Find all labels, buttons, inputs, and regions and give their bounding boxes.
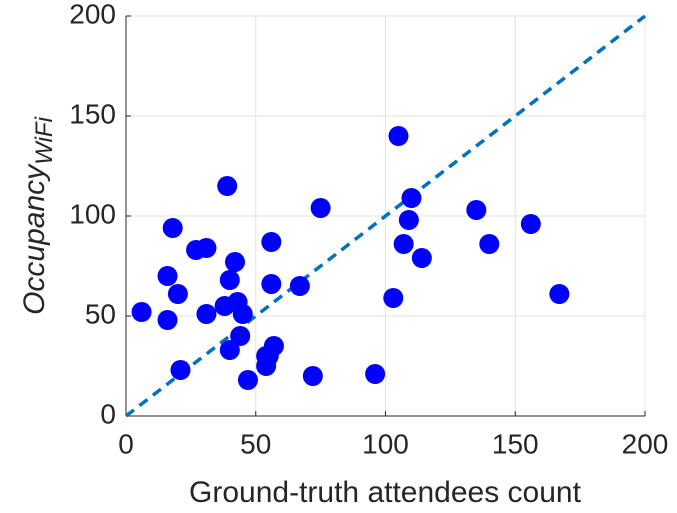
- point: [289, 276, 310, 296]
- point: [170, 360, 191, 380]
- point: [162, 218, 183, 238]
- point: [157, 310, 178, 330]
- point: [230, 326, 251, 346]
- point: [261, 232, 282, 252]
- point: [393, 234, 414, 254]
- point: [466, 200, 487, 220]
- point: [398, 210, 419, 230]
- point: [224, 252, 245, 272]
- point: [549, 284, 570, 304]
- point: [261, 274, 282, 294]
- y-tick-label: 50: [85, 298, 116, 329]
- point: [131, 302, 152, 322]
- point: [383, 288, 404, 308]
- point: [388, 126, 409, 146]
- y-tick-label: 100: [69, 198, 116, 229]
- point: [157, 266, 178, 286]
- x-tick-label: 100: [362, 428, 409, 459]
- identity-line: [124, 14, 647, 418]
- point: [479, 234, 500, 254]
- x-tick-label: 200: [622, 428, 669, 459]
- y-label-main: Occupancy: [18, 163, 51, 315]
- x-tick-label: 150: [492, 428, 539, 459]
- x-axis-label: Ground-truth attendees count: [189, 476, 582, 509]
- point: [217, 176, 238, 196]
- point: [232, 304, 253, 324]
- point: [263, 336, 284, 356]
- point: [365, 364, 386, 384]
- point: [411, 248, 432, 268]
- point: [167, 284, 188, 304]
- y-tick-label: 200: [69, 0, 116, 29]
- point: [520, 214, 541, 234]
- y-axis-label: OccupancyWiFi: [18, 116, 58, 315]
- x-tick-label: 0: [118, 428, 134, 459]
- y-label-subscript: WiFi: [31, 116, 58, 164]
- y-tick-label: 150: [69, 98, 116, 129]
- point: [219, 340, 240, 360]
- point: [302, 366, 323, 386]
- point: [237, 370, 258, 390]
- point: [310, 198, 331, 218]
- point: [196, 304, 217, 324]
- x-tick-label: 50: [240, 428, 271, 459]
- point: [219, 270, 240, 290]
- point: [196, 238, 217, 258]
- point: [401, 188, 422, 208]
- y-tick-label: 0: [100, 398, 116, 429]
